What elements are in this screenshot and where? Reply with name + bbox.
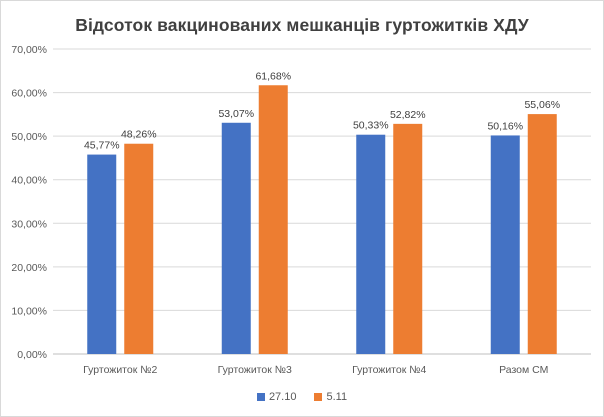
legend-item-series-1: 27.10: [256, 391, 297, 403]
x-category-label: Гуртожиток №4: [352, 364, 426, 376]
y-tick-label: 60,00%: [11, 88, 47, 100]
y-tick-label: 0,00%: [17, 349, 47, 361]
legend-swatch-series-1: [256, 393, 265, 401]
data-label: 48,26%: [121, 129, 157, 141]
y-tick-label: 50,00%: [11, 131, 47, 143]
bar-1-3: [356, 134, 386, 354]
data-label: 50,16%: [487, 120, 523, 132]
bar-2-3: [393, 123, 423, 354]
data-label: 50,33%: [353, 120, 389, 132]
y-tick-label: 70,00%: [11, 44, 47, 56]
y-tick-label: 40,00%: [11, 175, 47, 187]
legend: 27.10 5.11: [1, 391, 603, 403]
bar-1-1: [87, 154, 117, 354]
data-label: 55,06%: [524, 99, 560, 111]
y-tick-label: 20,00%: [11, 262, 47, 274]
bar-1-2: [221, 122, 251, 355]
bar-2-1: [124, 143, 154, 354]
x-category-label: Гуртожиток №3: [218, 364, 292, 376]
bar-2-2: [258, 85, 288, 354]
bar-1-4: [490, 135, 520, 354]
data-label: 45,77%: [84, 140, 120, 152]
y-axis-ticks: 0,00% 10,00% 20,00% 30,00% 40,00% 50,00% 60,00…: [11, 44, 47, 361]
x-category-label: Гуртожиток №2: [83, 364, 157, 376]
legend-swatch-series-2: [314, 393, 323, 401]
data-label: 53,07%: [218, 108, 254, 120]
legend-label-series-2: 5.11: [326, 391, 348, 403]
bar-2-4: [527, 114, 557, 355]
bars: [87, 85, 557, 355]
data-label: 61,68%: [255, 70, 291, 82]
x-category-label: Разом СМ: [499, 364, 548, 376]
category-labels: Гуртожиток №2 Гуртожиток №3 Гуртожиток №4 Р…: [83, 364, 548, 376]
chart-title: Відсоток вакцинованих мешканців гуртожит…: [75, 15, 529, 35]
data-label: 52,82%: [390, 109, 426, 121]
legend-item-series-2: 5.11: [314, 391, 347, 403]
y-tick-label: 10,00%: [11, 305, 47, 317]
y-tick-label: 30,00%: [11, 218, 47, 230]
legend-label-series-1: 27.10: [268, 391, 297, 403]
data-labels: 45,77%48,26% 53,07% 61,68% 50,33%52,82% 50,1…: [84, 70, 560, 151]
